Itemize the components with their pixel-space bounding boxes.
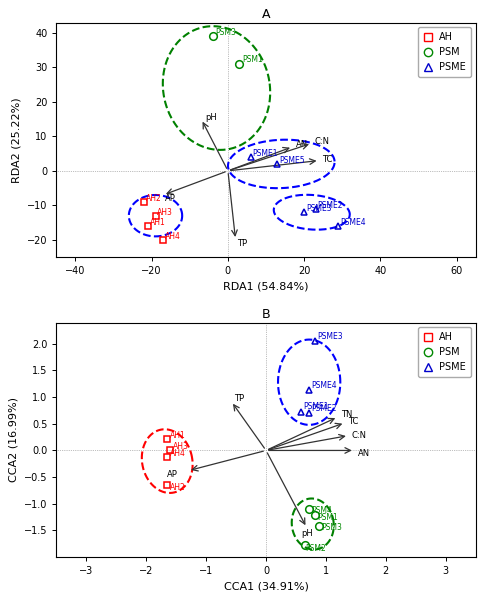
Text: AH4: AH4 bbox=[169, 449, 185, 458]
X-axis label: CCA1 (34.91%): CCA1 (34.91%) bbox=[224, 581, 308, 592]
Text: TC: TC bbox=[348, 417, 359, 426]
Text: AH4: AH4 bbox=[165, 232, 181, 241]
Y-axis label: CCA2 (16.99%): CCA2 (16.99%) bbox=[8, 397, 18, 482]
Text: TP: TP bbox=[234, 394, 244, 403]
Text: PSME4: PSME4 bbox=[340, 218, 366, 227]
Text: PSM3: PSM3 bbox=[321, 523, 342, 532]
Text: PSME1: PSME1 bbox=[253, 149, 278, 158]
Text: pH: pH bbox=[301, 529, 313, 538]
Text: pH: pH bbox=[205, 113, 217, 122]
Text: PSM4: PSM4 bbox=[312, 506, 333, 515]
Y-axis label: RDA2 (25.22%): RDA2 (25.22%) bbox=[11, 97, 21, 182]
Text: AP: AP bbox=[167, 470, 178, 479]
Text: AH1: AH1 bbox=[169, 431, 185, 440]
Text: TP: TP bbox=[238, 239, 248, 248]
Title: A: A bbox=[262, 8, 270, 22]
Text: AN: AN bbox=[358, 449, 370, 458]
Text: PSME3: PSME3 bbox=[306, 204, 332, 213]
Text: AN: AN bbox=[296, 140, 308, 149]
Text: AP: AP bbox=[165, 194, 176, 203]
Text: TN: TN bbox=[341, 410, 352, 419]
Text: C:N: C:N bbox=[352, 431, 367, 440]
Text: AH2: AH2 bbox=[146, 194, 162, 203]
Text: PSME4: PSME4 bbox=[312, 381, 337, 390]
Text: TC: TC bbox=[322, 155, 333, 164]
Text: PSME3: PSME3 bbox=[318, 332, 343, 341]
Text: AH3: AH3 bbox=[157, 208, 173, 217]
Text: PSME5: PSME5 bbox=[279, 156, 305, 165]
Text: AH3: AH3 bbox=[173, 442, 188, 451]
Text: PSM1: PSM1 bbox=[318, 513, 338, 522]
Text: AH1: AH1 bbox=[150, 218, 166, 227]
Legend: AH, PSM, PSME: AH, PSM, PSME bbox=[418, 28, 471, 77]
Title: B: B bbox=[262, 308, 271, 322]
Text: PSM2: PSM2 bbox=[305, 544, 326, 553]
Text: PSME2: PSME2 bbox=[312, 404, 337, 413]
Text: AH2: AH2 bbox=[169, 484, 185, 493]
Legend: AH, PSM, PSME: AH, PSM, PSME bbox=[418, 328, 471, 377]
Text: PSM1: PSM1 bbox=[242, 55, 263, 64]
Text: PSME1: PSME1 bbox=[303, 403, 329, 412]
X-axis label: RDA1 (54.84%): RDA1 (54.84%) bbox=[223, 281, 309, 292]
Text: C:N: C:N bbox=[315, 137, 330, 146]
Text: PSM3: PSM3 bbox=[216, 28, 237, 37]
Text: PSME2: PSME2 bbox=[318, 201, 343, 210]
